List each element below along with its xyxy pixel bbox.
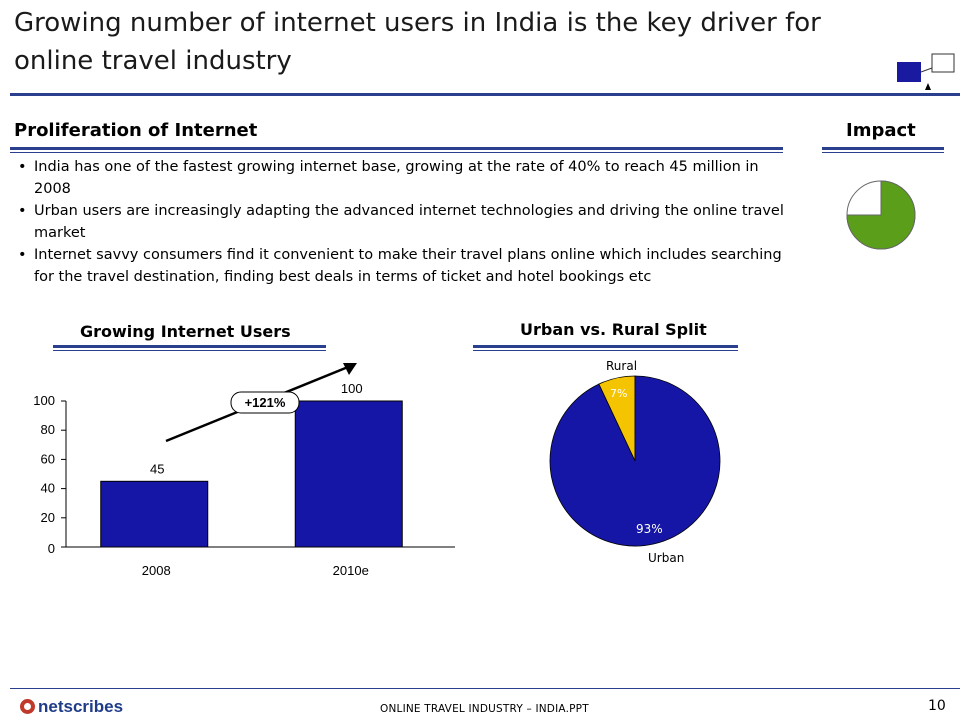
nav-icon [897,53,955,90]
logo-wordmark: netscribes [38,697,124,716]
bar-value-label: 45 [150,461,164,476]
bar-chart-title: Growing Internet Users [80,322,291,341]
page-number: 10 [928,698,946,714]
section-heading: Proliferation of Internet [14,120,258,141]
growth-label: +121% [245,395,286,410]
y-tick-label: 80 [41,422,55,437]
pie-value-urban: 93% [636,522,663,536]
y-tick-label: 20 [41,510,55,525]
section-underline-thin [10,152,783,153]
pie-chart-underline [473,345,738,348]
y-tick-label: 40 [41,481,55,496]
growth-badge [230,391,300,414]
bar-chart-underline [53,345,326,348]
pie-slice-urban [549,375,721,547]
bar-chart-underline-thin [53,350,326,351]
section-underline [10,147,783,150]
bullet-list: India has one of the fastest growing int… [16,156,796,288]
y-tick-label: 60 [41,451,55,466]
footer-text: ONLINE TRAVEL INDUSTRY – INDIA.PPT [380,703,589,715]
bar-2010e [294,400,403,548]
growth-arrow-head [343,363,357,375]
title-divider [10,93,960,96]
impact-harvey-ball [846,180,916,250]
x-tick-label: 2010e [333,563,369,578]
impact-heading: Impact [846,120,916,141]
bar-2008 [100,480,209,548]
bar-value-label: 100 [341,381,363,396]
y-tick-label: 0 [48,541,55,556]
pie-chart-underline-thin [473,350,738,351]
x-tick-label: 2008 [142,563,171,578]
impact-underline [822,147,944,150]
bullet-item: Urban users are increasingly adapting th… [16,200,796,244]
y-tick-label: 100 [33,393,55,408]
bullet-item: Internet savvy consumers find it conveni… [16,244,796,288]
netscribes-logo: netscribes [20,697,123,717]
footer-divider [10,688,960,689]
pie-chart: Rural 7% 93% Urban [549,359,721,565]
pie-value-rural: 7% [610,387,627,400]
slide-title: Growing number of internet users in Indi… [14,8,821,76]
bar-chart: 0 20 40 60 80 100 45 2008 100 2010e +121% [33,363,455,578]
impact-ball-fill [846,180,916,250]
logo-mark-icon [20,699,35,714]
pie-chart-title: Urban vs. Rural Split [520,320,707,339]
impact-underline-thin [822,152,944,153]
pie-label-urban: Urban [648,551,684,565]
pie-label-rural: Rural [606,359,637,373]
bullet-item: India has one of the fastest growing int… [16,156,796,200]
